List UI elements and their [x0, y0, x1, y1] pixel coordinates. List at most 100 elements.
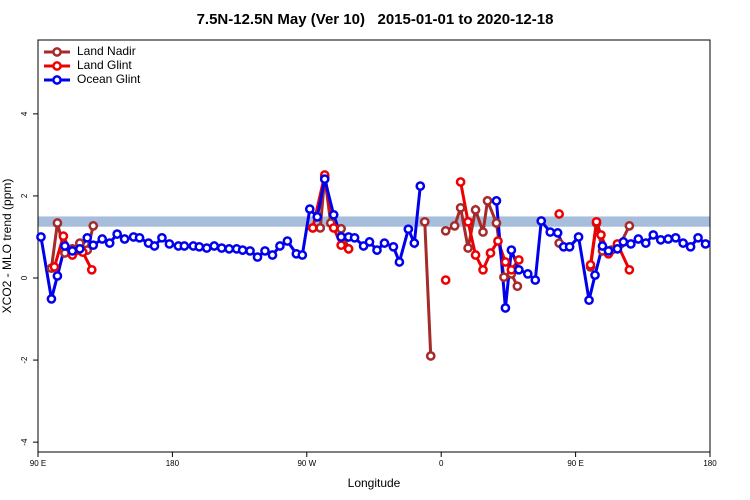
data-point: [343, 244, 354, 254]
data-point: [552, 228, 563, 238]
data-point: [618, 237, 629, 247]
data-point: [104, 238, 115, 248]
data-point: [52, 271, 63, 281]
data-point: [88, 240, 99, 251]
series-line: [49, 176, 631, 357]
data-point: [685, 241, 696, 252]
data-point: [449, 221, 460, 231]
data-point: [409, 238, 420, 248]
data-point: [388, 241, 399, 252]
data-point: [478, 227, 488, 237]
data-point: [97, 234, 108, 244]
data-point: [60, 241, 70, 251]
legend-label: Ocean Glint: [77, 72, 141, 86]
data-point: [596, 230, 606, 240]
data-point: [554, 209, 565, 219]
data-point: [336, 232, 346, 242]
y-tick-label: -4: [20, 438, 29, 446]
data-point: [470, 205, 481, 215]
x-tick-label: 180: [166, 459, 180, 468]
reference-band: [38, 216, 710, 227]
data-point: [252, 252, 263, 262]
x-axis-label: Longitude: [348, 476, 401, 490]
data-point: [693, 232, 703, 243]
data-point: [194, 241, 205, 252]
data-point: [379, 238, 390, 248]
data-point: [312, 212, 323, 222]
legend-label: Land Glint: [77, 58, 132, 72]
data-point: [119, 234, 130, 244]
x-tick-label: 90 E: [30, 459, 46, 468]
data-point: [655, 234, 666, 245]
data-point: [403, 224, 414, 235]
data-point: [500, 303, 511, 313]
data-point: [88, 221, 99, 231]
data-point: [319, 174, 330, 184]
data-point: [463, 243, 473, 253]
data-point: [349, 232, 360, 243]
data-point: [112, 229, 122, 239]
x-tick-label: 180: [703, 459, 717, 468]
data-point: [470, 250, 481, 260]
data-point: [633, 234, 644, 244]
data-point: [364, 237, 375, 247]
data-point: [245, 246, 255, 256]
data-point: [67, 246, 78, 256]
data-point: [372, 245, 382, 255]
data-point: [201, 243, 212, 253]
data-point: [506, 264, 517, 275]
data-point: [74, 244, 85, 254]
data-point: [670, 232, 681, 243]
data-point: [590, 270, 600, 280]
legend-marker: [52, 75, 62, 85]
data-point: [493, 236, 503, 246]
legend-marker: [52, 61, 62, 71]
data-point: [624, 264, 635, 275]
data-point: [209, 241, 220, 251]
data-point: [491, 218, 502, 228]
data-point: [478, 264, 488, 275]
data-point: [157, 232, 167, 243]
data-point: [307, 223, 318, 233]
data-point: [506, 245, 517, 255]
data-point: [482, 196, 493, 206]
data-point: [564, 241, 575, 252]
data-point: [328, 209, 339, 220]
data-point: [82, 232, 93, 243]
data-point: [36, 232, 46, 242]
data-point: [149, 241, 160, 251]
x-tick-label: 90 W: [297, 459, 316, 468]
data-point: [315, 223, 326, 233]
data-point: [134, 232, 145, 243]
data-point: [648, 230, 659, 240]
data-point: [603, 246, 614, 256]
data-point: [491, 196, 502, 206]
data-point: [591, 216, 602, 227]
data-point: [336, 223, 346, 234]
y-tick-label: 4: [20, 111, 29, 116]
data-point: [663, 234, 674, 244]
data-point: [237, 245, 248, 255]
data-point: [455, 202, 466, 213]
data-point: [260, 246, 270, 256]
data-point: [612, 244, 623, 254]
data-point: [573, 232, 584, 242]
y-tick-label: 2: [20, 193, 29, 198]
data-point: [624, 221, 635, 231]
x-tick-label: 0: [439, 459, 444, 468]
data-point: [419, 216, 430, 227]
data-point: [394, 257, 405, 267]
data-point: [224, 244, 234, 254]
data-point: [700, 239, 711, 249]
data-point: [216, 243, 227, 253]
data-point: [640, 238, 651, 248]
legend-label: Land Nadir: [77, 44, 136, 58]
data-point: [267, 250, 278, 260]
data-point: [530, 275, 541, 285]
data-point: [585, 260, 596, 270]
data-point: [463, 216, 473, 227]
data-point: [626, 239, 636, 249]
data-point: [275, 241, 285, 251]
legend-marker: [52, 47, 62, 57]
plot-frame: [37, 39, 711, 453]
